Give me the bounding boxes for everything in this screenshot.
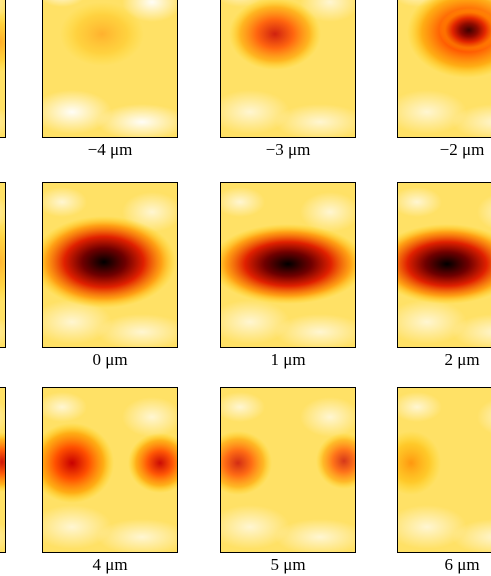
- pale-patch: [0, 318, 6, 346]
- intensity-blob: [220, 431, 272, 495]
- intensity-blob: [397, 431, 441, 495]
- panel-border: [42, 182, 178, 348]
- pale-patch: [0, 197, 6, 227]
- heatmap-panel: [42, 387, 178, 553]
- pale-patch: [397, 392, 442, 422]
- intensity-blob: [397, 224, 491, 304]
- panel-border: [42, 0, 178, 138]
- pale-patch: [220, 392, 265, 422]
- intensity-blob: [220, 224, 356, 304]
- panel-label: −2 μm: [440, 140, 485, 159]
- intensity-blob: [316, 433, 356, 489]
- panel-border: [397, 0, 491, 138]
- pale-patch: [300, 397, 356, 437]
- pale-patch: [42, 392, 87, 422]
- panel-border: [397, 387, 491, 553]
- pale-patch: [397, 505, 467, 549]
- panel-label: 1 μm: [270, 350, 305, 369]
- pale-patch: [452, 104, 491, 138]
- heatmap-panel: [42, 0, 178, 138]
- heatmap-panel: [0, 387, 6, 553]
- panel-label: 2 μm: [444, 350, 479, 369]
- panel-border: [397, 182, 491, 348]
- intensity-blob: [0, 222, 6, 302]
- intensity-blob: [60, 2, 144, 66]
- panel-label: −3 μm: [266, 140, 311, 159]
- pale-patch: [42, 90, 112, 134]
- intensity-blob: [42, 423, 114, 503]
- heatmap-panel: [397, 0, 491, 138]
- panel-border: [220, 182, 356, 348]
- pale-patch: [477, 195, 491, 229]
- intensity-blob: [0, 12, 6, 72]
- heatmap-panel: [0, 0, 6, 138]
- pale-patch: [122, 397, 178, 437]
- panel-label: 0 μm: [92, 350, 127, 369]
- pale-patch: [0, 523, 6, 551]
- pale-patch: [300, 192, 356, 232]
- pale-patch: [220, 90, 290, 134]
- panel-label: 6 μm: [444, 555, 479, 574]
- pale-patch: [275, 104, 356, 138]
- pale-patch: [42, 505, 112, 549]
- heatmap-panel: [220, 387, 356, 553]
- pale-patch: [220, 300, 290, 344]
- pale-patch: [275, 519, 356, 553]
- pale-patch: [0, 402, 6, 432]
- pale-patch: [97, 519, 178, 553]
- pale-patch: [42, 300, 112, 344]
- panel-label: 5 μm: [270, 555, 305, 574]
- panel-border: [0, 0, 6, 138]
- panel-border: [220, 0, 356, 138]
- heatmap-panel: [397, 182, 491, 348]
- heatmap-panel: [42, 182, 178, 348]
- panel-border: [42, 387, 178, 553]
- panel-label: 4 μm: [92, 555, 127, 574]
- pale-patch: [42, 187, 87, 217]
- intensity-blob: [439, 8, 491, 52]
- pale-patch: [397, 300, 467, 344]
- pale-patch: [452, 519, 491, 553]
- pale-patch: [397, 90, 467, 134]
- pale-patch: [220, 187, 265, 217]
- pale-patch: [452, 314, 491, 348]
- intensity-blob: [229, 0, 321, 70]
- heatmap-panel: [220, 182, 356, 348]
- pale-patch: [275, 314, 356, 348]
- intensity-blob: [128, 433, 178, 493]
- panel-border: [220, 387, 356, 553]
- pale-patch: [0, 108, 6, 136]
- pale-patch: [397, 187, 442, 217]
- pale-patch: [42, 0, 84, 7]
- panel-border: [0, 387, 6, 553]
- intensity-blob: [0, 432, 6, 492]
- pale-patch: [97, 104, 178, 138]
- panel-border: [0, 182, 6, 348]
- pale-patch: [477, 400, 491, 434]
- heatmap-panel: [220, 0, 356, 138]
- pale-patch: [220, 505, 290, 549]
- heatmap-panel: [0, 182, 6, 348]
- panel-label: −4 μm: [88, 140, 133, 159]
- intensity-blob: [42, 216, 176, 308]
- pale-patch: [97, 314, 178, 348]
- heatmap-panel: [397, 387, 491, 553]
